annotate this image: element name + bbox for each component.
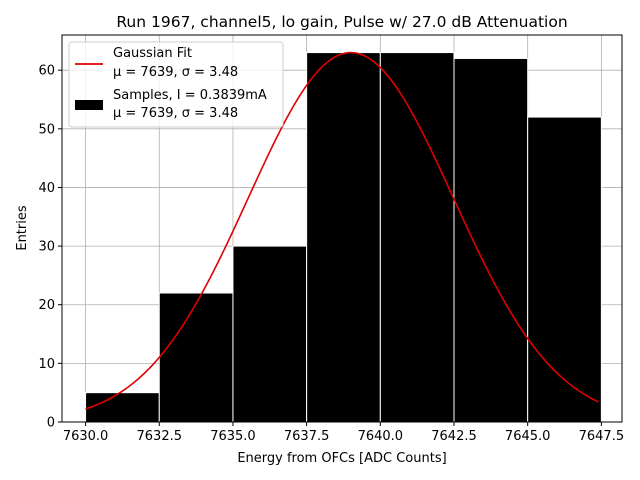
y-tick-label: 40 [38,181,55,196]
legend: Gaussian Fit μ = 7639, σ = 3.48 Samples,… [68,41,284,128]
histogram-bar-5 [453,57,529,423]
legend-stats-samples: μ = 7639, σ = 3.48 [113,106,238,121]
legend-label-samples: Samples, I = 0.3839mA [113,88,267,103]
x-tick-label: 7642.5 [431,429,477,444]
x-tick-label: 7637.5 [284,429,330,444]
histogram-bar-2 [232,245,308,423]
histogram-bar-3 [306,52,381,423]
y-tick-label: 10 [38,357,55,372]
histogram-bars [85,52,602,423]
x-tick-label: 7645.0 [505,429,551,444]
x-axis-ticks: 7630.0 7632.5 7635.0 7637.5 7640.0 7642.5 7645… [63,422,624,444]
x-tick-label: 7635.0 [210,429,256,444]
x-tick-label: 7647.5 [579,429,625,444]
y-tick-label: 60 [38,64,55,79]
gaussian-fit-curve [85,51,599,410]
y-tick-label: 0 [47,416,55,431]
y-axis-ticks: 0 10 20 30 40 50 60 [38,64,62,431]
x-tick-label: 7630.0 [63,429,109,444]
plot-frame [61,34,623,423]
histogram-bar-4 [379,52,455,423]
gaussian-fit-line [85,51,599,410]
legend-label-fit: Gaussian Fit [113,46,192,61]
y-tick-label: 30 [38,240,55,255]
histogram-bar-0 [85,392,160,423]
histogram-bar-1 [158,292,234,423]
y-tick-label: 50 [38,122,55,137]
legend-bar-swatch [75,100,103,110]
x-tick-label: 7640.0 [358,429,404,444]
legend-box [68,41,284,128]
x-axis-title: Energy from OFCs [ADC Counts] [237,451,446,466]
y-tick-label: 20 [38,298,55,313]
x-tick-label: 7632.5 [137,429,183,444]
y-axis-title: Entries [15,205,30,251]
chart-title: Run 1967, channel5, lo gain, Pulse w/ 27… [116,13,567,31]
legend-stats-fit: μ = 7639, σ = 3.48 [113,65,238,80]
histogram-bar-6 [527,116,602,423]
